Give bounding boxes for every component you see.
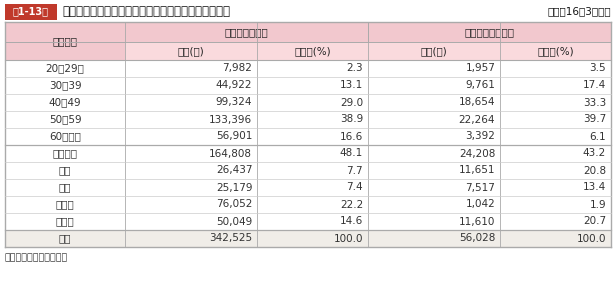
Text: 43.2: 43.2 [583,149,606,158]
Text: 60歳以上: 60歳以上 [49,132,81,142]
Text: 22.2: 22.2 [340,200,363,209]
Text: 25,179: 25,179 [216,183,253,192]
Text: 20.8: 20.8 [583,166,606,175]
Text: 11,610: 11,610 [459,216,495,226]
Text: 39.7: 39.7 [583,115,606,125]
Text: 100.0: 100.0 [577,233,606,243]
Text: 44,922: 44,922 [216,80,253,91]
Text: 18,654: 18,654 [459,98,495,108]
Text: 33.3: 33.3 [583,98,606,108]
Text: 22,264: 22,264 [459,115,495,125]
Text: 38.9: 38.9 [340,115,363,125]
Text: （平成16年3月末）: （平成16年3月末） [548,7,611,16]
Text: 164,808: 164,808 [209,149,253,158]
Text: 使用者: 使用者 [55,200,75,209]
Bar [5,128,611,145]
Text: 構成率(%): 構成率(%) [294,46,331,56]
Text: 7,982: 7,982 [222,63,253,74]
Bar [5,196,611,213]
Text: 24,208: 24,208 [459,149,495,158]
Text: 2.3: 2.3 [346,63,363,74]
Text: 16.6: 16.6 [340,132,363,142]
Text: 注　警察庁資料による。: 注 警察庁資料による。 [5,253,68,262]
Text: 安全運転管理者: 安全運転管理者 [225,27,269,37]
Text: 年齢層別及び職務上の地位別正・副安全運転管理者数: 年齢層別及び職務上の地位別正・副安全運転管理者数 [62,5,230,18]
Text: 11,651: 11,651 [459,166,495,175]
Text: 7,517: 7,517 [465,183,495,192]
Text: 17.4: 17.4 [583,80,606,91]
Bar [5,230,611,247]
Bar [5,77,611,94]
Text: 20〜29歳: 20〜29歳 [46,63,84,74]
Text: 29.0: 29.0 [340,98,363,108]
Text: 56,028: 56,028 [459,233,495,243]
Bar [5,145,611,162]
Bar [368,22,611,42]
Bar [257,42,368,60]
Bar [125,22,368,42]
Text: 9,761: 9,761 [465,80,495,91]
Bar [5,94,611,111]
Text: 第1-13表: 第1-13表 [13,7,49,16]
Text: 342,525: 342,525 [209,233,253,243]
Text: 26,437: 26,437 [216,166,253,175]
Text: 7.7: 7.7 [346,166,363,175]
Text: 40〜49: 40〜49 [49,98,81,108]
Text: 56,901: 56,901 [216,132,253,142]
Text: 99,324: 99,324 [216,98,253,108]
Text: 30〜39: 30〜39 [49,80,81,91]
Bar [368,42,500,60]
Text: 副安全運転管理者: 副安全運転管理者 [464,27,514,37]
Text: 合計: 合計 [59,233,71,243]
Text: 7.4: 7.4 [346,183,363,192]
Text: 3.5: 3.5 [590,63,606,74]
Text: 係長: 係長 [59,166,71,175]
Bar [5,213,611,230]
Text: 構成率(%): 構成率(%) [537,46,574,56]
Bar [5,162,611,179]
Text: その他: その他 [55,216,75,226]
Text: 課長以上: 課長以上 [52,149,78,158]
Text: 13.1: 13.1 [340,80,363,91]
Text: 人員(人): 人員(人) [178,46,205,56]
Bar [5,60,611,77]
Text: 13.4: 13.4 [583,183,606,192]
Text: 20.7: 20.7 [583,216,606,226]
Bar [0,0,616,22]
Text: 人員(人): 人員(人) [421,46,447,56]
Text: 主任: 主任 [59,183,71,192]
Text: 48.1: 48.1 [340,149,363,158]
Text: 133,396: 133,396 [209,115,253,125]
Text: 50,049: 50,049 [216,216,253,226]
Bar [125,42,257,60]
Bar [5,22,611,42]
Text: 1,042: 1,042 [466,200,495,209]
Text: 14.6: 14.6 [340,216,363,226]
Text: 100.0: 100.0 [333,233,363,243]
Bar [5,111,611,128]
Bar [5,3,57,20]
Text: 6.1: 6.1 [590,132,606,142]
Bar [500,42,611,60]
Text: 50〜59: 50〜59 [49,115,81,125]
Text: 年齢層別: 年齢層別 [52,36,78,46]
Text: 76,052: 76,052 [216,200,253,209]
Bar [5,179,611,196]
Text: 1,957: 1,957 [465,63,495,74]
Text: 1.9: 1.9 [590,200,606,209]
Bar [5,22,125,60]
Text: 3,392: 3,392 [465,132,495,142]
